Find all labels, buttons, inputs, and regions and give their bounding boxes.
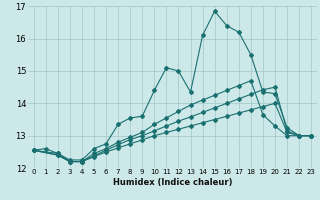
X-axis label: Humidex (Indice chaleur): Humidex (Indice chaleur) xyxy=(113,178,232,187)
